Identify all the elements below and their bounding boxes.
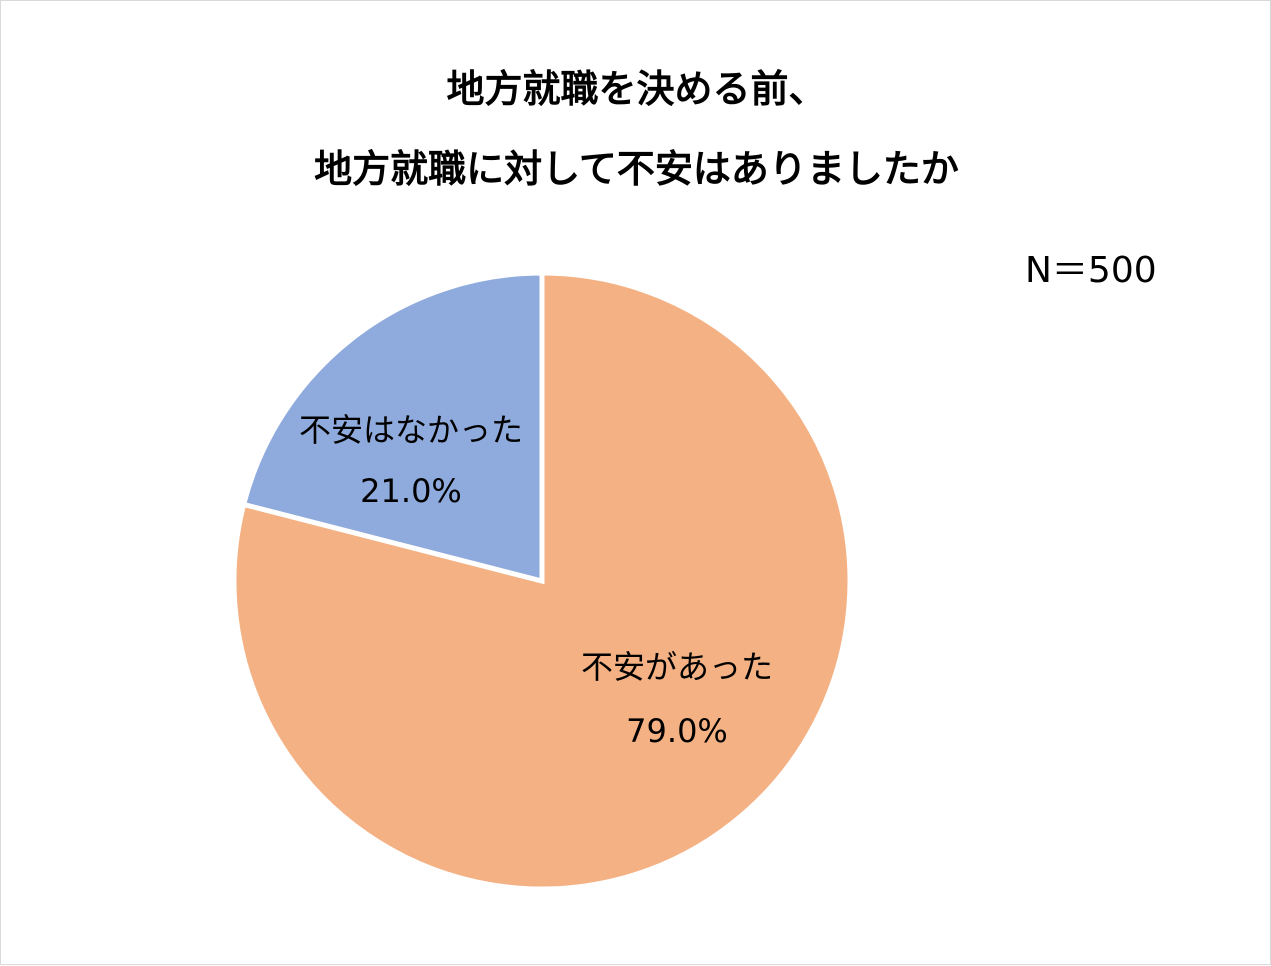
pie-slice-not-anxious: [240, 270, 545, 585]
pie-slices: [231, 270, 853, 892]
slice-label-not-anxious: 不安はなかった 21.0%: [299, 411, 523, 510]
chart-title: 地方就職を決める前、 地方就職に対して不安はありましたか: [1, 49, 1271, 209]
slice-percent-anxious: 79.0%: [626, 712, 728, 750]
chart-title-line-2: 地方就職に対して不安はありましたか: [314, 147, 959, 191]
slice-label-anxious: 不安があった 79.0%: [581, 648, 773, 750]
slice-percent-not-anxious: 21.0%: [360, 472, 462, 510]
chart-title-line-1: 地方就職を決める前、: [446, 67, 827, 111]
slice-name-anxious: 不安があった: [581, 648, 773, 686]
sample-size-note: N＝500: [1025, 250, 1157, 291]
slice-name-not-anxious: 不安はなかった: [299, 411, 523, 449]
